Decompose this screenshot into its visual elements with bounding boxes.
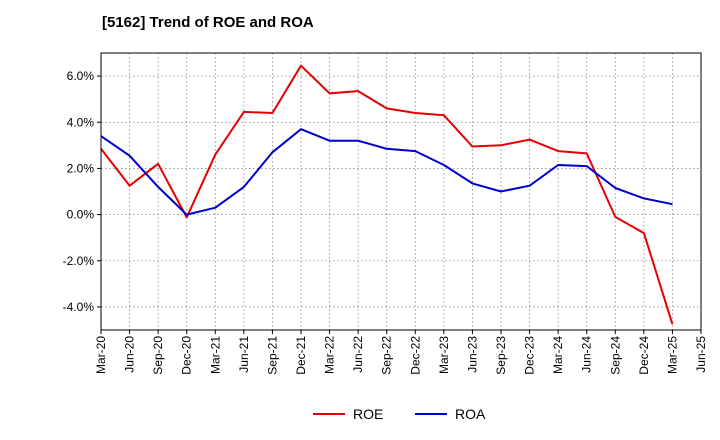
x-tick-label: Dec-22 <box>408 336 422 375</box>
series-line-roe <box>100 64 674 325</box>
x-tick-label: Sep-21 <box>265 336 279 375</box>
grid <box>101 53 701 330</box>
x-tick-label: Jun-25 <box>694 336 708 373</box>
x-tick-label: Jun-21 <box>237 336 251 373</box>
legend-label-roe: ROE <box>353 406 383 422</box>
y-tick-label: -4.0% <box>63 300 95 314</box>
y-tick-label: 0.0% <box>67 208 95 222</box>
x-tick-label: Sep-22 <box>380 336 394 375</box>
x-tick-label: Mar-22 <box>323 336 337 374</box>
y-tick-label: 2.0% <box>67 161 95 175</box>
x-tick-label: Jun-23 <box>465 336 479 373</box>
x-axis-ticks: Mar-20 Jun-20 Sep-20 Dec-20 Mar-21 Jun-21 Sep-… <box>94 330 708 375</box>
series-line-roa <box>100 128 673 216</box>
x-tick-label: Mar-23 <box>437 336 451 374</box>
y-tick-label: 4.0% <box>67 115 95 129</box>
plot-frame <box>100 52 702 331</box>
x-tick-label: Mar-24 <box>551 336 565 374</box>
x-tick-label: Sep-24 <box>608 336 622 375</box>
x-tick-label: Jun-24 <box>580 336 594 373</box>
y-axis-ticks: -4.0% -2.0% 0.0% 2.0% 4.0% 6.0% <box>63 69 101 314</box>
x-tick-label: Dec-24 <box>637 336 651 375</box>
x-tick-label: Dec-20 <box>180 336 194 375</box>
series-lines <box>100 64 674 325</box>
x-tick-label: Sep-23 <box>494 336 508 375</box>
x-tick-label: Dec-23 <box>523 336 537 375</box>
x-tick-label: Dec-21 <box>294 336 308 375</box>
x-tick-label: Jun-22 <box>351 336 365 373</box>
y-tick-label: -2.0% <box>63 254 95 268</box>
y-tick-label: 6.0% <box>67 69 95 83</box>
x-tick-label: Jun-20 <box>123 336 137 373</box>
legend: ROE ROA <box>313 406 486 422</box>
x-tick-label: Mar-20 <box>94 336 108 374</box>
x-tick-label: Sep-20 <box>151 336 165 375</box>
x-tick-label: Mar-25 <box>665 336 679 374</box>
chart-title: [5162] Trend of ROE and ROA <box>102 14 314 31</box>
x-tick-label: Mar-21 <box>208 336 222 374</box>
legend-label-roa: ROA <box>455 406 486 422</box>
